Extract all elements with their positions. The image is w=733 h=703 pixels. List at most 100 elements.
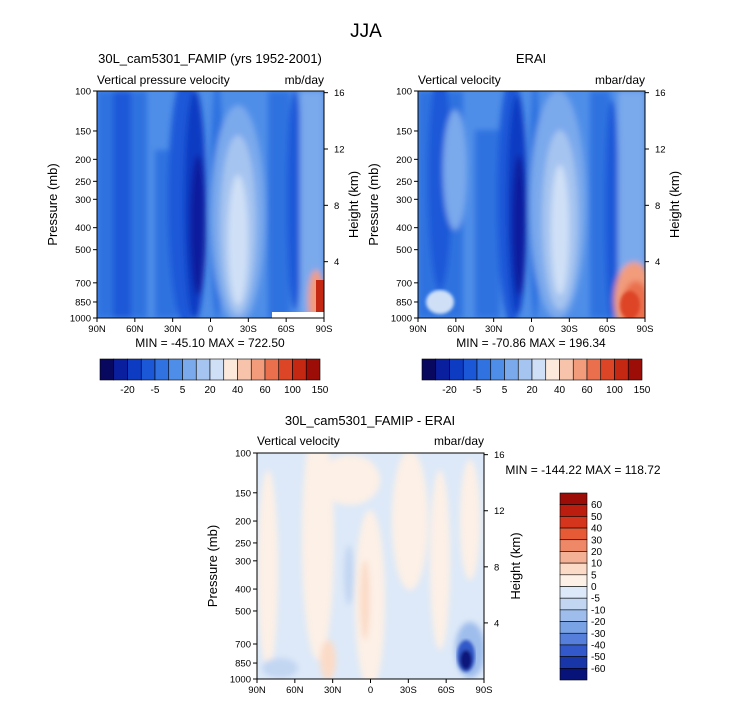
colorbar-swatch xyxy=(127,358,142,381)
y-tick-label: 300 xyxy=(235,556,251,567)
colorbar-swatch xyxy=(113,358,128,381)
colorbar-label: 100 xyxy=(284,385,301,396)
x-tick-label: 90S xyxy=(637,324,654,335)
y-tick-label: 150 xyxy=(235,488,251,499)
colorbar-label: 150 xyxy=(634,385,651,396)
panel-obs-right-label: mbar/day xyxy=(595,73,645,87)
x-tick-label: 60N xyxy=(447,324,465,335)
y2-tick-label: 4 xyxy=(655,257,660,268)
colorbar-label: -20 xyxy=(120,385,135,396)
colorbar-label: -30 xyxy=(591,629,606,640)
x-tick-label: 90S xyxy=(476,685,493,696)
colorbar-swatch xyxy=(531,358,547,381)
colorbar-swatch xyxy=(559,609,588,622)
colorbar-swatch xyxy=(140,358,156,381)
colorbar-swatch xyxy=(545,358,560,381)
y-tick-label: 250 xyxy=(75,177,91,188)
colorbar-swatch xyxy=(559,644,588,657)
colorbar-swatch xyxy=(559,527,588,541)
panel-model-right-label: mb/day xyxy=(285,73,324,87)
colorbar-label: 20 xyxy=(591,547,603,558)
panel-diff-left-label: Vertical velocity xyxy=(257,434,340,448)
colorbar-swatch xyxy=(559,562,588,576)
y-tick-label: 700 xyxy=(396,278,412,289)
panel-obs-left-label: Vertical velocity xyxy=(418,73,501,87)
y-tick-label: 200 xyxy=(396,155,412,166)
colorbar-swatch xyxy=(614,358,629,381)
panel-diff-ylabel: Pressure (mb) xyxy=(205,525,220,607)
colorbar-swatch xyxy=(559,504,588,517)
colorbar-swatch xyxy=(559,516,588,529)
x-tick-label: 60S xyxy=(599,324,616,335)
panel-obs-colorbar: -20 -5 5 20 40 60 100 150 xyxy=(421,358,651,396)
y2-tick-label: 12 xyxy=(494,506,505,517)
y-tick-label: 250 xyxy=(235,538,251,549)
x-tick-label: 30S xyxy=(240,324,257,335)
colorbar-swatch xyxy=(237,358,252,381)
colorbar-label: 40 xyxy=(554,385,566,396)
y-tick-label: 400 xyxy=(396,223,412,234)
x-tick-label: 60N xyxy=(286,685,304,696)
colorbar-label: 10 xyxy=(591,559,603,570)
y-tick-label: 250 xyxy=(396,177,412,188)
y-tick-label: 400 xyxy=(235,585,251,596)
y-tick-label: 300 xyxy=(396,195,412,206)
x-tick-label: 30S xyxy=(400,685,417,696)
colorbar-swatch xyxy=(572,358,588,381)
colorbar-label: 60 xyxy=(591,500,603,511)
colorbar-swatch xyxy=(559,551,588,564)
colorbar-swatch xyxy=(292,358,307,381)
colorbar-label: 50 xyxy=(591,512,603,523)
y-tick-label: 400 xyxy=(75,223,91,234)
y-tick-label: 700 xyxy=(75,278,91,289)
colorbar-label: 60 xyxy=(581,385,593,396)
y-tick-label: 1000 xyxy=(391,314,412,325)
colorbar-swatch xyxy=(490,358,505,381)
panel-model: 30L_cam5301_FAMIP (yrs 1952-2001) Vertic… xyxy=(45,51,361,396)
colorbar-label: 60 xyxy=(259,385,271,396)
panel-model-left-label: Vertical pressure velocity xyxy=(97,73,230,87)
x-tick-label: 30S xyxy=(561,324,578,335)
x-tick-label: 60S xyxy=(438,685,455,696)
y-tick-label: 150 xyxy=(396,126,412,137)
colorbar-swatch xyxy=(462,358,478,381)
x-tick-label: 90N xyxy=(88,324,106,335)
panel-model-title: 30L_cam5301_FAMIP (yrs 1952-2001) xyxy=(98,51,322,66)
y-tick-label: 200 xyxy=(235,517,251,528)
colorbar-swatch xyxy=(168,358,183,381)
panel-obs: ERAI Vertical velocity mbar/day xyxy=(366,51,682,396)
panel-diff-field xyxy=(257,453,484,679)
panel-diff-right-label: mbar/day xyxy=(434,434,484,448)
colorbar-label: 40 xyxy=(232,385,244,396)
y2-tick-label: 16 xyxy=(655,88,666,99)
colorbar-swatch xyxy=(250,358,266,381)
x-tick-label: 30N xyxy=(164,324,182,335)
colorbar-swatch xyxy=(264,358,280,381)
x-tick-label: 30N xyxy=(485,324,503,335)
y-tick-label: 100 xyxy=(75,87,91,98)
colorbar-swatch xyxy=(586,358,602,381)
colorbar-swatch xyxy=(209,358,225,381)
colorbar-swatch xyxy=(223,358,238,381)
panel-diff-y2label: Height (km) xyxy=(508,532,523,599)
y2-tick-label: 12 xyxy=(655,144,666,155)
colorbar-label: 20 xyxy=(204,385,216,396)
panel-model-colorbar: -20 -5 5 20 40 60 100 150 xyxy=(99,358,329,396)
colorbar-swatch xyxy=(559,621,588,634)
y-tick-label: 850 xyxy=(396,297,412,308)
y-tick-label: 100 xyxy=(235,449,251,460)
colorbar-swatch xyxy=(435,358,450,381)
y-tick-label: 700 xyxy=(235,639,251,650)
y-tick-label: 500 xyxy=(235,606,251,617)
y2-tick-label: 16 xyxy=(334,88,345,99)
colorbar-label: 150 xyxy=(312,385,329,396)
panel-diff: 30L_cam5301_FAMIP - ERAI Vertical veloci… xyxy=(205,413,661,696)
colorbar-swatch xyxy=(449,358,464,381)
colorbar-swatch xyxy=(517,358,533,381)
colorbar-label: -5 xyxy=(473,385,482,396)
panel-obs-title: ERAI xyxy=(516,51,546,66)
y-tick-label: 100 xyxy=(396,87,412,98)
colorbar-label: -10 xyxy=(591,605,606,616)
